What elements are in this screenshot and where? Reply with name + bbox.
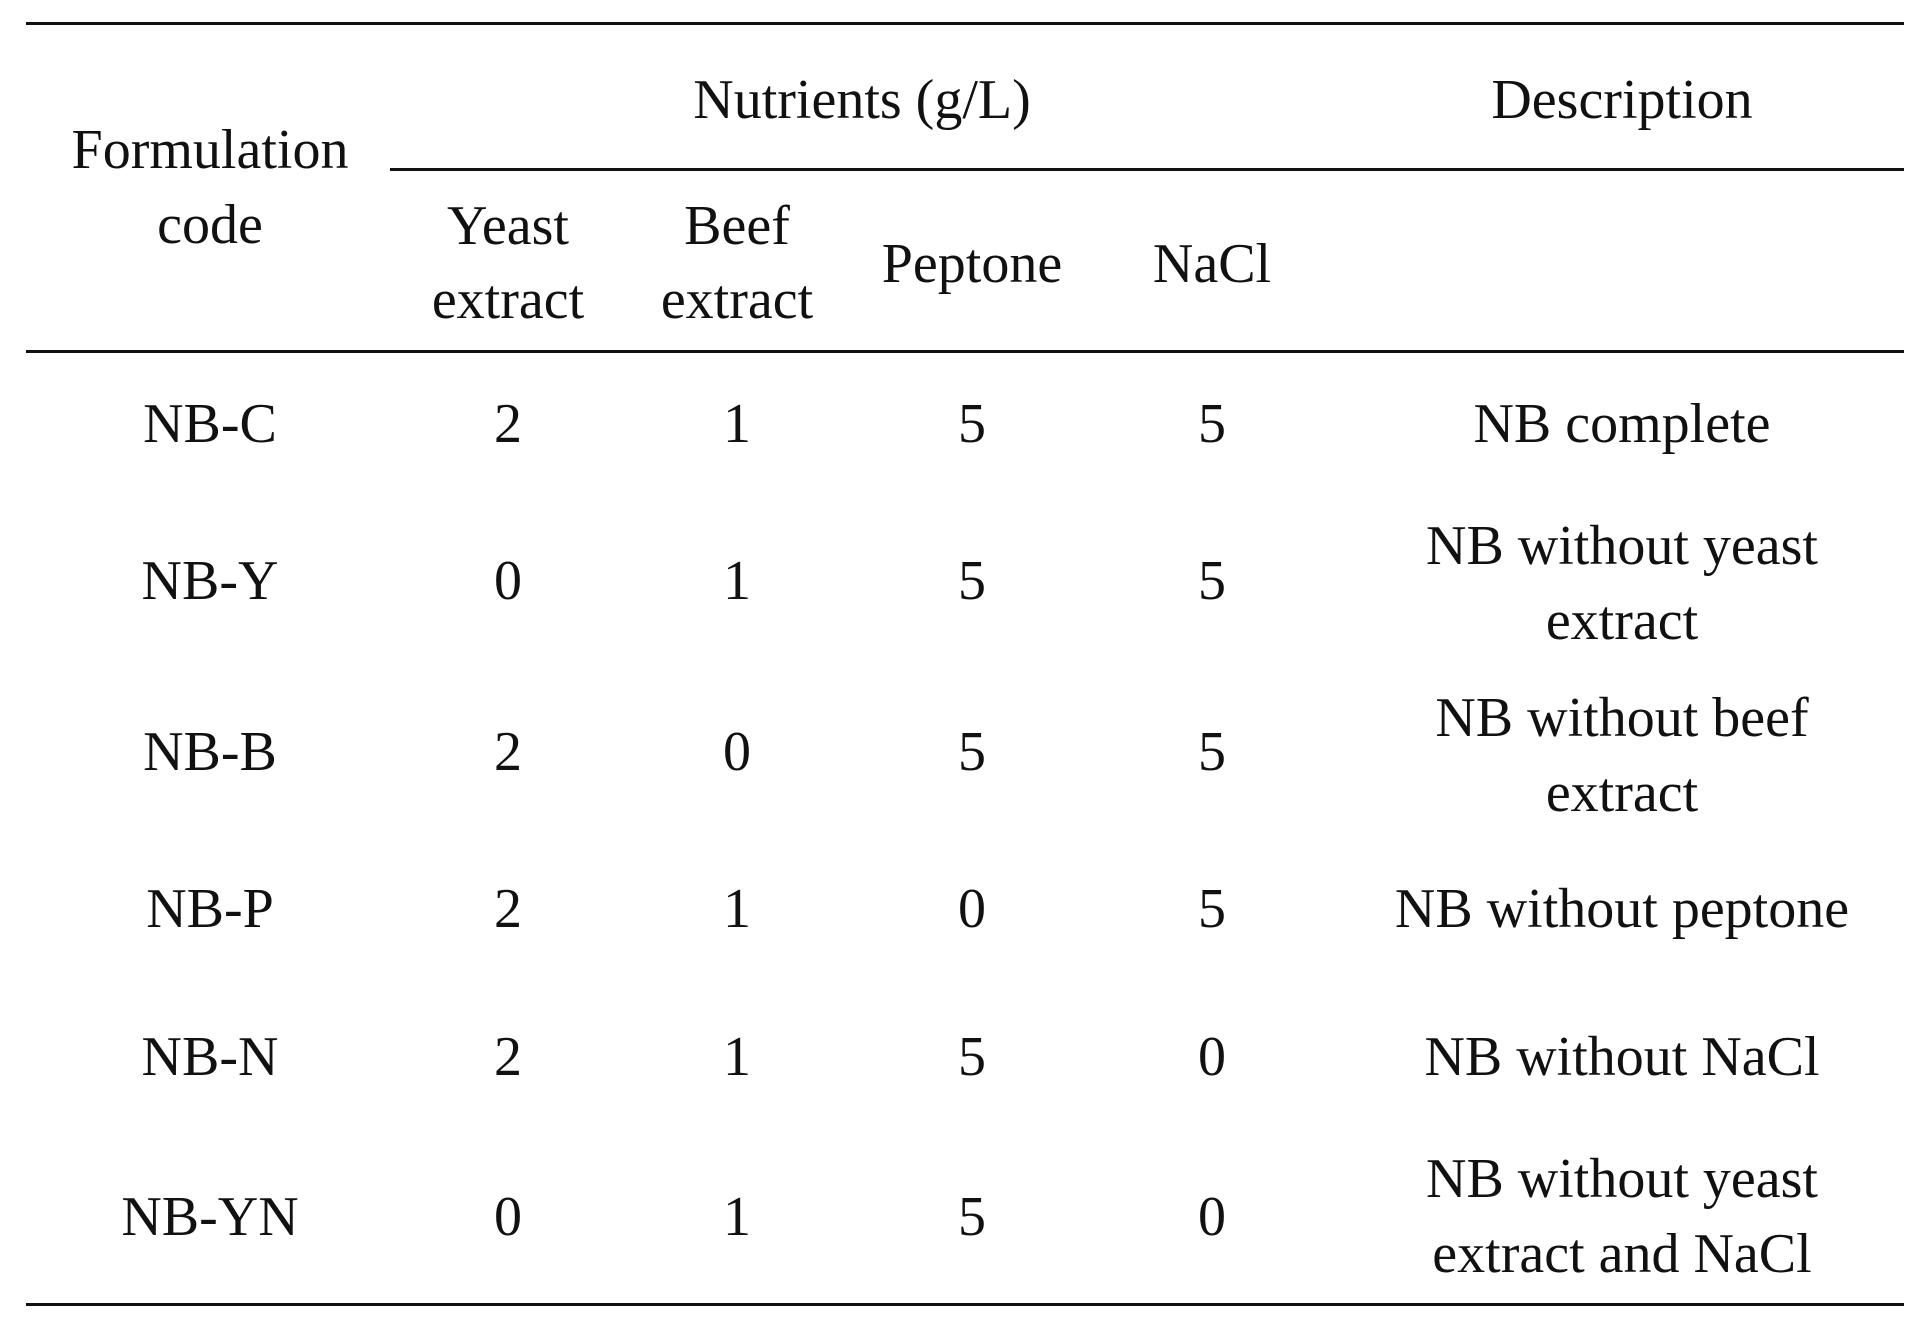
formulation-code: NB-YN: [121, 1186, 299, 1248]
yeast-extract-value: 2: [494, 721, 522, 783]
description-value-line-2: extract: [1545, 590, 1699, 652]
formulation-code-header-line-1: Formulation: [71, 119, 349, 181]
formulation-code: NB-P: [146, 878, 274, 940]
peptone-value: 0: [958, 878, 986, 940]
peptone-value: 5: [958, 721, 986, 783]
yeast-extract-value: 0: [494, 1186, 522, 1248]
table-bottom-rule: [26, 1303, 1904, 1306]
beef-extract-value: 1: [723, 550, 751, 612]
yeast-extract-header-line-1: Yeast: [447, 195, 569, 257]
peptone-value: 5: [958, 550, 986, 612]
formulation-code: NB-N: [141, 1026, 279, 1088]
table-top-rule: [26, 22, 1904, 25]
yeast-extract-value: 2: [494, 878, 522, 940]
peptone-value: 5: [958, 1026, 986, 1088]
description-value-line-1: NB without yeast: [1426, 515, 1818, 577]
beef-extract-value: 1: [723, 393, 751, 455]
nacl-value: 5: [1198, 878, 1226, 940]
beef-extract-value: 1: [723, 1026, 751, 1088]
yeast-extract-header-line-2: extract: [431, 269, 585, 331]
description-value-line-1: NB without yeast: [1426, 1148, 1818, 1210]
yeast-extract-value: 2: [494, 393, 522, 455]
beef-extract-value: 1: [723, 1186, 751, 1248]
nacl-value: 0: [1198, 1026, 1226, 1088]
header-bottom-rule: [26, 350, 1904, 353]
beef-extract-header-line-2: extract: [660, 269, 814, 331]
beef-extract-header-line-1: Beef: [684, 195, 790, 257]
nacl-value: 5: [1198, 721, 1226, 783]
formulation-code: NB-Y: [141, 550, 279, 612]
nutrients-group-header: Nutrients (g/L): [693, 69, 1031, 131]
formulation-code: NB-C: [143, 393, 277, 455]
nacl-value: 5: [1198, 550, 1226, 612]
nutrients-group-rule: [390, 168, 1904, 171]
nacl-header: NaCl: [1152, 233, 1272, 295]
description-value: NB complete: [1473, 393, 1771, 455]
peptone-value: 5: [958, 1186, 986, 1248]
beef-extract-value: 0: [723, 721, 751, 783]
nacl-value: 0: [1198, 1186, 1226, 1248]
description-value-line-2: extract and NaCl: [1432, 1223, 1812, 1285]
formulation-code: NB-B: [143, 721, 277, 783]
yeast-extract-value: 2: [494, 1026, 522, 1088]
description-header: Description: [1491, 69, 1753, 131]
peptone-value: 5: [958, 393, 986, 455]
description-value: NB without NaCl: [1424, 1026, 1820, 1088]
description-value-line-2: extract: [1545, 762, 1699, 824]
formulation-code-header-line-2: code: [157, 194, 263, 256]
description-value: NB without peptone: [1394, 878, 1850, 940]
yeast-extract-value: 0: [494, 550, 522, 612]
beef-extract-value: 1: [723, 878, 751, 940]
nacl-value: 5: [1198, 393, 1226, 455]
description-value-line-1: NB without beef: [1435, 687, 1809, 749]
peptone-header: Peptone: [881, 233, 1063, 295]
